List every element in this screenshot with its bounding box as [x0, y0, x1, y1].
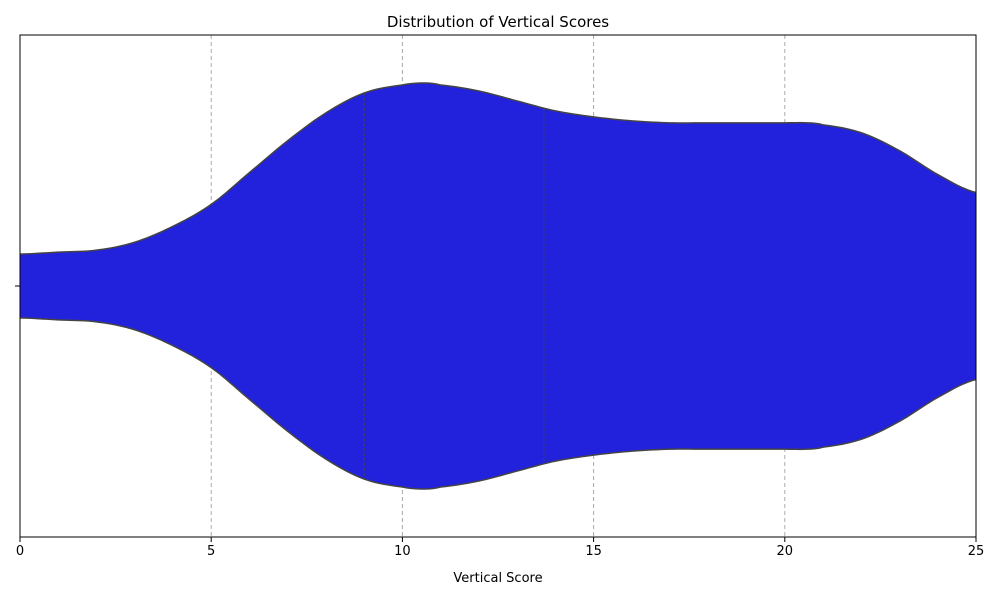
chart-title: Distribution of Vertical Scores — [387, 13, 609, 31]
x-tick-label: 10 — [394, 544, 411, 559]
violin-outline-bottom — [19, 317, 977, 490]
violin-body — [20, 83, 976, 489]
violin-outline-top — [19, 82, 977, 255]
x-tick-label: 25 — [968, 544, 985, 559]
x-tick-label: 15 — [585, 544, 602, 559]
x-tick-label: 0 — [16, 544, 24, 559]
x-axis-label: Vertical Score — [453, 571, 542, 586]
x-tick-label: 5 — [207, 544, 215, 559]
x-tick-label: 20 — [777, 544, 794, 559]
axes-layer: 0 5 10 15 20 25 — [15, 34, 985, 559]
violin-layer — [19, 82, 977, 490]
